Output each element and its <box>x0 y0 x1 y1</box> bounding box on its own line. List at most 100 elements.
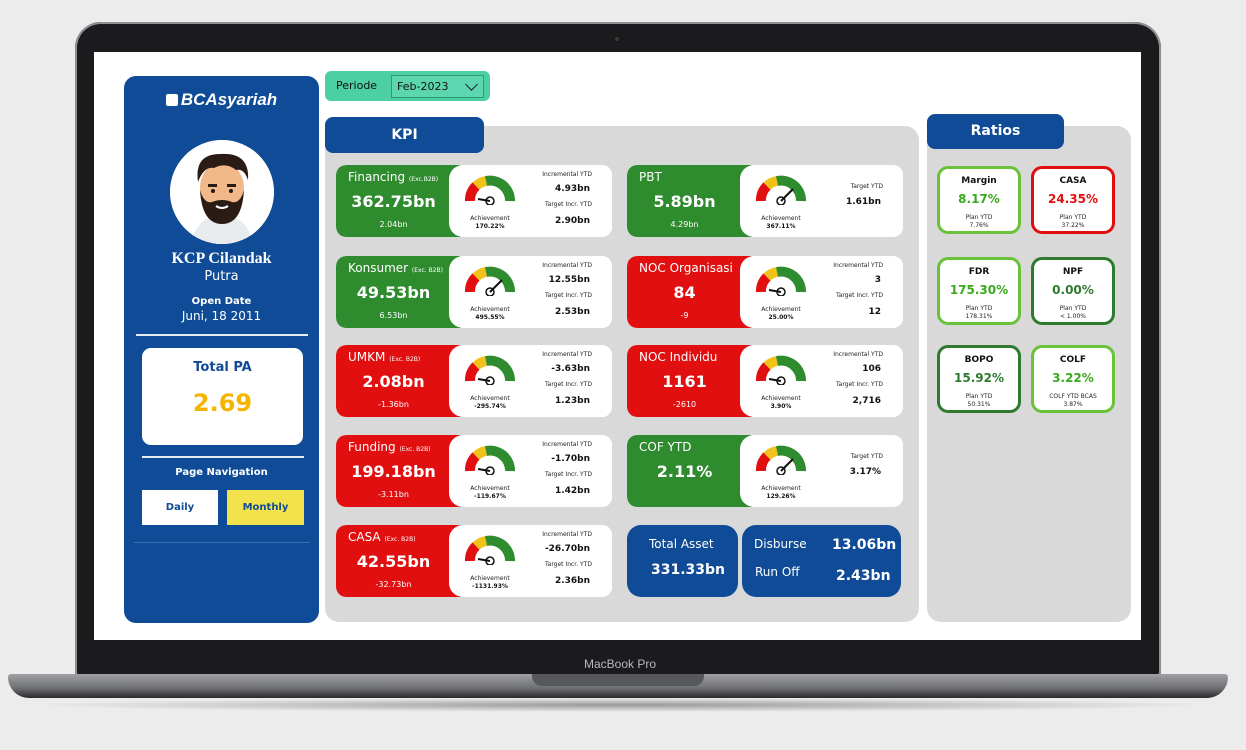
target-incr-ytd-label: Target Incr. YTD <box>544 561 592 568</box>
laptop-notch <box>532 674 704 686</box>
achievement-gauge-icon <box>465 175 515 205</box>
kpi-card: Financing (Exc.B2B) 362.75bn 2.04bn Achieve… <box>336 165 612 237</box>
brand-logo: BCAsyariah <box>124 90 319 110</box>
kpi-card-title: Financing (Exc.B2B) <box>348 170 438 184</box>
ratio-card-casa: CASA 24.35% Plan YTD 37.22% <box>1031 166 1115 234</box>
kpi-card: Funding (Exc. B2B) 199.18bn -3.11bn Achieve… <box>336 435 612 507</box>
laptop-shadow <box>20 698 1220 712</box>
achievement-gauge-icon <box>756 175 806 205</box>
incremental-ytd-value: 106 <box>862 364 881 374</box>
achievement-value: 170.22% <box>475 223 505 230</box>
kpi-card-value: 1161 <box>662 372 707 391</box>
ratio-plan-value: 3.87% <box>1063 401 1083 408</box>
ratio-plan-value: 37.22% <box>1061 222 1085 229</box>
periode-dropdown[interactable]: Feb-2023 <box>391 75 484 98</box>
target-ytd-value: 1.61bn <box>845 197 881 207</box>
kpi-card: NOC Organisasi 84 -9 Achievement 25.00% Incr… <box>627 256 903 328</box>
kpi-card-value: 42.55bn <box>356 552 431 571</box>
kpi-card-value: 2.11% <box>656 462 713 481</box>
device-model-label: MacBook Pro <box>583 657 657 671</box>
ratio-plan-label: Plan YTD <box>965 305 993 312</box>
kpi-card-color-band <box>336 525 461 597</box>
ratio-card-colf: COLF 3.22% COLF YTD BCAS 3.87% <box>1031 345 1115 413</box>
ratio-plan-label: Plan YTD <box>1059 305 1087 312</box>
kpi-card-subvalue: -3.11bn <box>378 490 409 499</box>
disburse-runoff-box: Disburse 13.06bn Run Off 2.43bn <box>742 525 901 597</box>
ratio-name: COLF <box>1059 355 1087 365</box>
ratio-plan-label: COLF YTD BCAS <box>1049 393 1097 400</box>
achievement-label: Achievement <box>761 395 801 402</box>
kpi-card-value: 362.75bn <box>351 192 436 211</box>
achievement-value: 129.26% <box>766 493 796 500</box>
achievement-value: 495.55% <box>475 314 505 321</box>
total-pa-value: 2.69 <box>192 389 253 417</box>
kpi-card-title: Funding (Exc. B2B) <box>348 440 431 454</box>
target-incr-ytd-value: 12 <box>868 307 881 317</box>
target-ytd-label: Target YTD <box>850 453 883 460</box>
achievement-label: Achievement <box>761 215 801 222</box>
kpi-title-qualifier: (Exc. B2B) <box>411 267 444 274</box>
divider <box>142 456 304 458</box>
kpi-card-value: 5.89bn <box>653 192 716 211</box>
open-date-label: Open Date <box>191 296 252 307</box>
target-incr-ytd-value: 2.36bn <box>554 576 590 586</box>
brand-name: BCAsyariah <box>180 90 278 109</box>
kpi-title-text: NOC Organisasi <box>639 261 733 275</box>
kpi-card-detail <box>449 345 612 417</box>
kpi-card: CASA (Exc. B2B) 42.55bn -32.73bn Achievemen… <box>336 525 612 597</box>
kpi-title-qualifier: (Exc.B2B) <box>408 176 439 183</box>
achievement-gauge-icon <box>465 355 515 385</box>
kpi-title-text: Financing <box>348 170 406 184</box>
kpi-card-detail <box>740 345 903 417</box>
target-incr-ytd-label: Target Incr. YTD <box>835 292 883 299</box>
achievement-value: -295.74% <box>474 403 506 410</box>
kpi-card: Konsumer (Exc. B2B) 49.53bn 6.53bn Achievem… <box>336 256 612 328</box>
target-incr-ytd-label: Target Incr. YTD <box>544 381 592 388</box>
kpi-title-text: CASA <box>348 530 381 544</box>
ratio-plan-value: 50.31% <box>967 401 991 408</box>
ratio-plan-label: Plan YTD <box>965 393 993 400</box>
daily-button[interactable]: Daily <box>142 490 218 525</box>
target-incr-ytd-label: Target Incr. YTD <box>835 381 883 388</box>
total-pa-card: Total PA 2.69 <box>142 348 303 445</box>
total-asset-value: 331.33bn <box>651 562 726 578</box>
kpi-tab[interactable]: KPI <box>325 117 484 153</box>
ratio-value: 175.30% <box>949 283 1009 297</box>
kpi-card: COF YTD 2.11% Achievement 129.26% Target YT… <box>627 435 903 507</box>
kpi-title-qualifier: (Exc. B2B) <box>389 356 421 363</box>
kpi-card-title: CASA (Exc. B2B) <box>348 530 416 544</box>
total-asset-label: Total Asset <box>649 537 714 551</box>
brand-icon <box>165 94 178 106</box>
kpi-card-color-band <box>336 165 461 237</box>
periode-value: Feb-2023 <box>397 80 449 93</box>
kpi-card-detail <box>449 165 612 237</box>
kpi-card-color-band <box>336 435 461 507</box>
kpi-card-color-band <box>627 435 752 507</box>
ratio-plan-value: 178.31% <box>965 313 993 320</box>
target-incr-ytd-value: 2.53bn <box>554 307 590 317</box>
kpi-card-subvalue: 2.04bn <box>379 220 408 229</box>
target-incr-ytd-value: 1.42bn <box>554 486 590 496</box>
monthly-button[interactable]: Monthly <box>227 490 304 525</box>
kpi-card-detail <box>740 165 903 237</box>
ratio-value: 3.22% <box>1052 371 1094 385</box>
ratio-value: 0.00% <box>1052 283 1094 297</box>
kpi-card-value: 2.08bn <box>362 372 425 391</box>
achievement-label: Achievement <box>470 306 510 313</box>
kpi-card-title: NOC Organisasi <box>639 261 733 275</box>
target-incr-ytd-label: Target Incr. YTD <box>544 471 592 478</box>
achievement-label: Achievement <box>761 306 801 313</box>
kpi-title-qualifier: (Exc. B2B) <box>384 536 416 543</box>
ratio-plan-value: 7.76% <box>969 222 989 229</box>
ratios-tab[interactable]: Ratios <box>927 114 1064 149</box>
achievement-value: 3.90% <box>770 403 792 410</box>
achievement-gauge-icon <box>756 445 806 475</box>
ratio-card-margin: Margin 8.17% Plan YTD 7.76% <box>937 166 1021 234</box>
ratio-name: NPF <box>1062 267 1084 277</box>
kpi-title-text: NOC Individu <box>639 350 718 364</box>
target-incr-ytd-value: 1.23bn <box>554 396 590 406</box>
periode-label: Periode <box>336 79 378 92</box>
kpi-card-title: COF YTD <box>639 440 691 454</box>
incremental-ytd-label: Incremental YTD <box>542 171 592 178</box>
kpi-title-text: PBT <box>639 170 662 184</box>
